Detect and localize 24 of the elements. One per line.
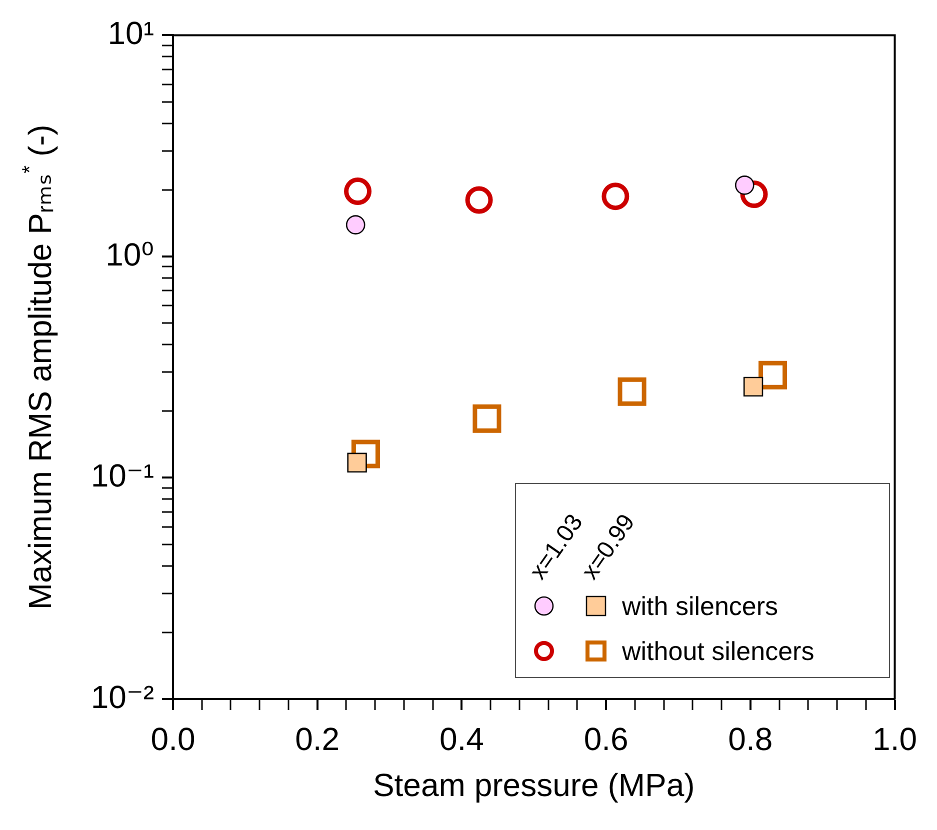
- point: [351, 440, 380, 468]
- y-tick-label: 10⁻¹: [90, 458, 154, 494]
- x-tick-label: 0.0: [150, 721, 196, 758]
- point: [344, 178, 372, 206]
- legend-label: with silencers: [622, 590, 778, 622]
- x-tick-label: 0.2: [295, 721, 340, 758]
- x-tick-label: 0.6: [584, 721, 628, 758]
- x-tick-label: 1.0: [872, 721, 917, 758]
- point: [618, 377, 646, 406]
- point: [602, 182, 630, 210]
- point: [346, 215, 366, 234]
- point: [758, 360, 788, 390]
- y-tick-label: 10⁻²: [90, 678, 154, 715]
- point: [472, 404, 502, 433]
- point: [743, 376, 764, 396]
- y-tick-label: 10¹: [108, 15, 154, 52]
- y-axis-title: Maximum RMS amplitude Pᵣₘₛ* (-): [18, 124, 58, 610]
- y-tick-label: 10⁰: [106, 236, 154, 272]
- x-tick-label: 0.4: [439, 721, 484, 758]
- point: [465, 186, 493, 214]
- x-axis-title: Steam pressure (MPa): [372, 766, 695, 803]
- point: [740, 180, 768, 208]
- legend-label: without silencers: [622, 635, 814, 667]
- x-tick-label: 0.8: [728, 721, 773, 758]
